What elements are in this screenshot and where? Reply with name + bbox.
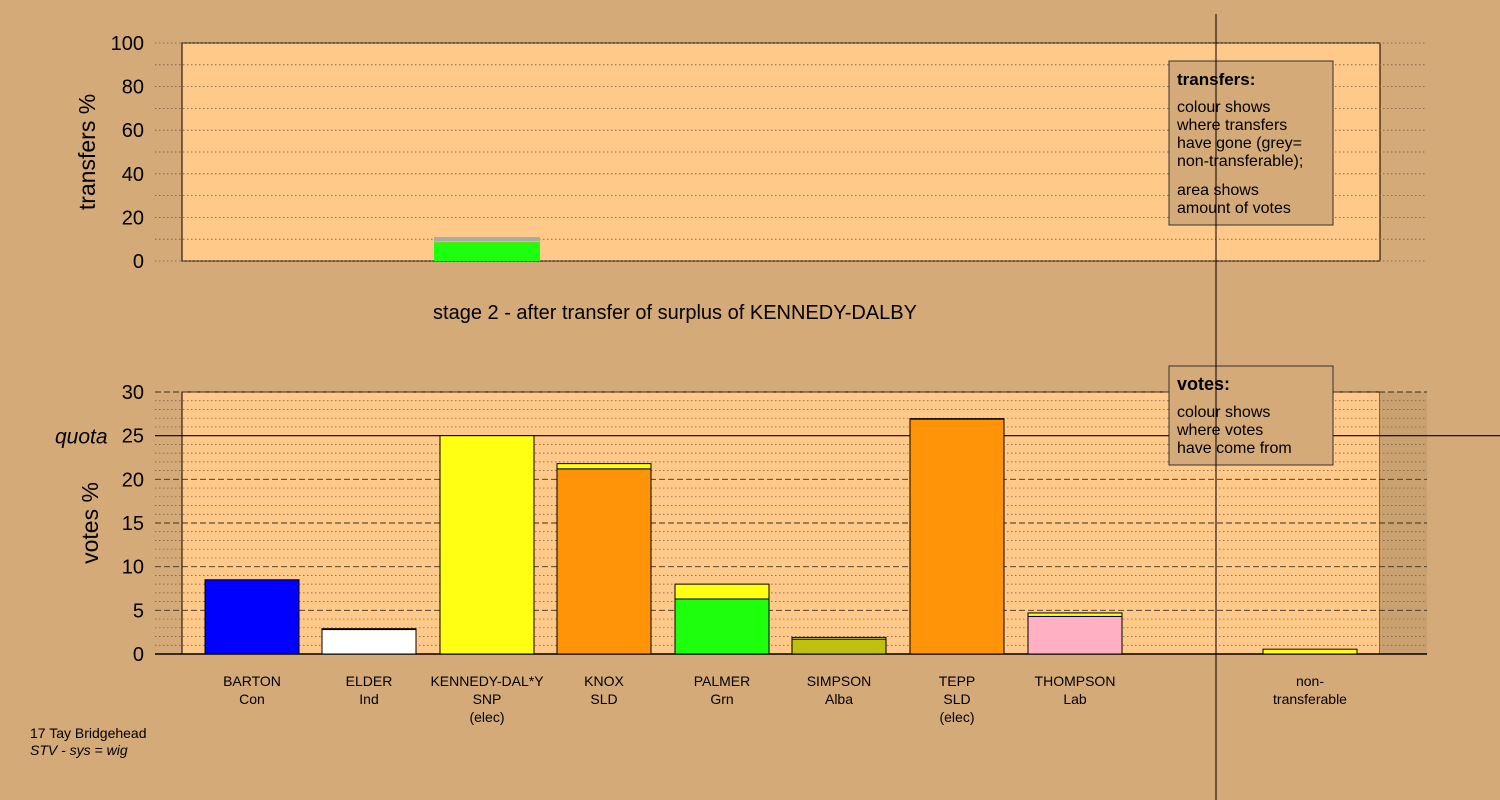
votes-axis-label: votes % — [77, 482, 103, 564]
quota-label: quota — [55, 426, 108, 449]
candidate-name: TEPP — [939, 673, 976, 689]
votes-tick-label: 5 — [133, 600, 144, 622]
votes-tick-label: 15 — [122, 513, 144, 535]
candidate-party: Con — [239, 691, 265, 707]
candidate-name: KNOX — [584, 673, 624, 689]
candidate-status: (elec) — [939, 709, 974, 725]
candidate-name: ELDER — [346, 673, 393, 689]
vote-bar-kennedy-dal*y — [439, 435, 535, 655]
vote-bar-tepp — [909, 418, 1005, 655]
vote-bar-thompson — [1027, 612, 1123, 617]
candidate-name: PALMER — [694, 673, 751, 689]
vote-bar-elder — [321, 629, 417, 655]
transfer-segment-tepp — [434, 241, 540, 243]
votes-legend-line: where votes — [1176, 422, 1263, 439]
transfers-tick-label: 80 — [122, 77, 144, 99]
candidate-name: KENNEDY-DAL*Y — [430, 673, 544, 689]
transfers-tick-label: 0 — [133, 251, 144, 273]
votes-legend-title: votes: — [1177, 374, 1230, 394]
stage-title: stage 2 - after transfer of surplus of K… — [433, 302, 917, 324]
candidate-status: (elec) — [469, 709, 504, 725]
votes-tick-label: 20 — [122, 469, 144, 491]
vote-bar-knox — [556, 463, 652, 470]
vote-bar-barton — [204, 579, 300, 655]
transfers-legend-line: colour shows — [1177, 99, 1270, 116]
votes-legend-box — [1168, 365, 1334, 466]
transfers-tick-label: 60 — [122, 120, 144, 142]
candidate-party: SLD — [590, 691, 617, 707]
constituency-label: 17 Tay Bridgehead — [30, 725, 147, 741]
transfer-segment-palmer — [434, 242, 540, 261]
vote-bar-palmer — [674, 598, 770, 655]
transfers-tick-label: 20 — [122, 207, 144, 229]
transfers-legend-line: where transfers — [1176, 117, 1287, 134]
transfers-legend-line: amount of votes — [1177, 200, 1291, 217]
vote-bar-knox — [556, 468, 652, 655]
vote-bar-palmer — [674, 583, 770, 600]
candidate-party: Alba — [825, 691, 853, 707]
candidate-party: SLD — [943, 691, 970, 707]
nontransferable-label: transferable — [1273, 691, 1347, 707]
transfers-tick-label: 100 — [111, 33, 144, 55]
votes-tick-label: 10 — [122, 557, 144, 579]
nontransferable-label: non- — [1296, 673, 1324, 689]
vote-bar-simpson — [791, 638, 887, 655]
transfer-segment-thompson — [434, 241, 540, 242]
votes-tick-label: 30 — [122, 382, 144, 404]
vote-bar-elder — [321, 628, 417, 631]
candidate-party: SNP — [473, 691, 502, 707]
candidate-name: SIMPSON — [807, 673, 872, 689]
system-label: STV - sys = wig — [30, 742, 128, 758]
vote-bar-tepp — [909, 418, 1005, 420]
votes-tick-label: 0 — [133, 644, 144, 666]
vote-bar-simpson — [791, 636, 887, 640]
vote-bar-thompson — [1027, 615, 1123, 655]
candidate-name: BARTON — [223, 673, 281, 689]
candidate-party: Ind — [359, 691, 378, 707]
candidate-party: Lab — [1063, 691, 1087, 707]
transfers-tick-label: 40 — [122, 164, 144, 186]
votes-legend-line: have come from — [1177, 440, 1292, 457]
transfers-legend-box — [1168, 60, 1334, 226]
transfers-axis-label: transfers % — [74, 94, 100, 210]
transfers-legend-line: area shows — [1177, 182, 1259, 199]
transfers-legend-line: have gone (grey= — [1177, 135, 1302, 152]
votes-tick-label: 25 — [122, 426, 144, 448]
transfer-segment-non-transferable — [434, 237, 540, 242]
candidate-name: THOMPSON — [1035, 673, 1116, 689]
vote-bar-non-transferable — [1262, 648, 1358, 655]
transfers-legend-line: non-transferable); — [1177, 153, 1303, 170]
candidate-party: Grn — [710, 691, 733, 707]
footer: 17 Tay Bridgehead STV - sys = wig — [30, 725, 147, 759]
votes-legend-line: colour shows — [1177, 404, 1270, 421]
